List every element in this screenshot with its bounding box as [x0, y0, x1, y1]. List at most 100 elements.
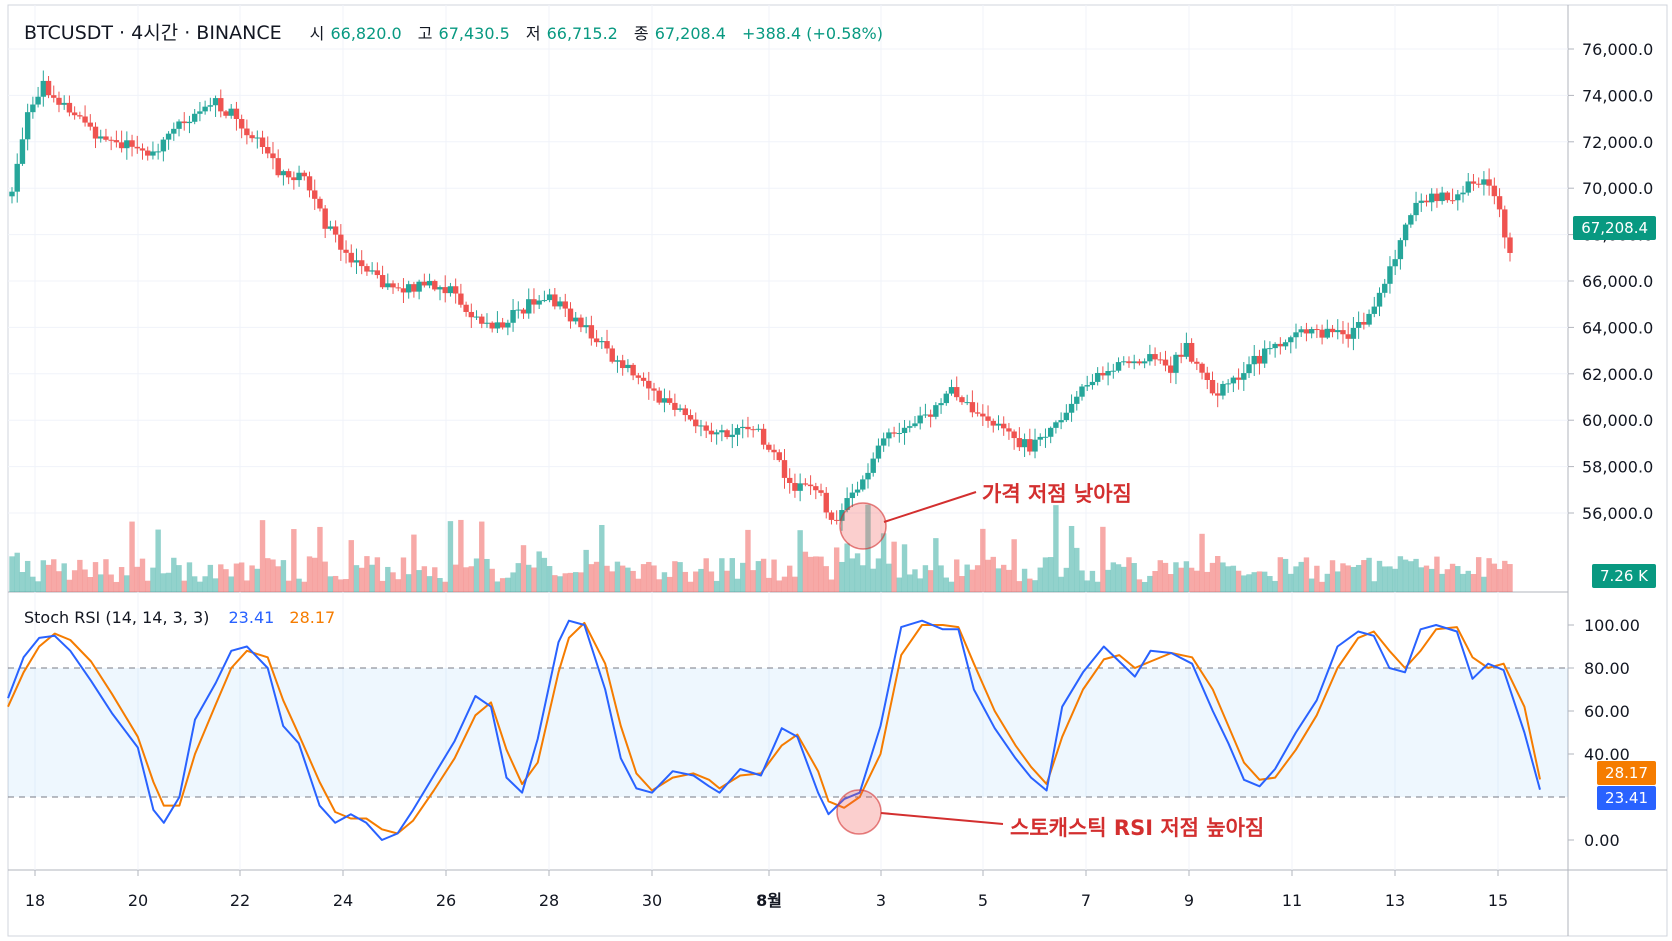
volume-bar — [954, 559, 960, 592]
candle-body — [1079, 386, 1085, 397]
volume-bar — [599, 524, 605, 592]
candle-body — [416, 281, 422, 292]
candle-body — [1235, 377, 1242, 380]
candle-body — [191, 113, 198, 122]
volume-bar — [1230, 565, 1237, 592]
candle-body — [442, 287, 448, 294]
candle-body — [1486, 179, 1492, 186]
candle-body — [1068, 403, 1075, 413]
volume-bar — [1241, 575, 1247, 592]
open-label: 시 — [309, 24, 325, 43]
candle-body — [526, 299, 532, 314]
volume-bar — [56, 571, 62, 592]
candle-body — [1084, 385, 1090, 387]
candle-body — [1439, 192, 1445, 202]
candle-body — [484, 322, 490, 324]
candle-body — [202, 106, 208, 112]
volume-bar — [1465, 570, 1471, 592]
candle-body — [1293, 332, 1299, 338]
candle-body — [51, 95, 57, 98]
volume-bar — [212, 578, 219, 592]
candle-body — [776, 452, 782, 461]
candle-body — [317, 198, 323, 209]
candle-body — [880, 438, 887, 446]
candle-body — [322, 208, 328, 229]
volume-bar — [265, 558, 271, 592]
volume-bar — [411, 534, 417, 592]
volume-bar — [896, 577, 903, 592]
volume-bar — [985, 559, 991, 592]
volume-bar — [108, 574, 114, 592]
candle-body — [1340, 330, 1346, 335]
volume-bar — [353, 565, 360, 592]
candle-body — [1355, 322, 1362, 328]
volume-bar — [259, 520, 266, 592]
candle-body — [1136, 361, 1143, 364]
candle-body — [463, 304, 469, 312]
volume-bar — [917, 578, 923, 592]
time-tick-label: 7 — [1081, 891, 1091, 910]
candle-body — [599, 341, 605, 343]
volume-bar — [927, 570, 934, 592]
volume-bar — [1366, 557, 1372, 592]
candle-body — [708, 430, 715, 435]
volume-bar — [359, 567, 365, 592]
candle-body — [1434, 193, 1440, 202]
volume-bar — [1470, 574, 1477, 592]
volume-bar — [374, 557, 381, 592]
candle-body — [1162, 359, 1169, 366]
candle-body — [40, 80, 47, 97]
volume-bar — [813, 556, 819, 592]
volume-bar — [129, 521, 135, 592]
high-value: 67,430.5 — [438, 24, 510, 43]
volume-bar — [77, 559, 83, 592]
volume-bar — [447, 521, 454, 592]
time-tick-label: 5 — [978, 891, 988, 910]
candle-body — [557, 301, 563, 307]
candle-body — [552, 294, 558, 307]
volume-bar — [990, 556, 996, 592]
candle-body — [1027, 439, 1033, 452]
volume-bar — [1136, 579, 1143, 592]
candle-body — [98, 136, 104, 139]
volume-bar — [1449, 563, 1456, 592]
volume-bar — [1282, 558, 1289, 592]
candle-body — [1141, 361, 1148, 364]
volume-bar — [1021, 568, 1028, 592]
volume-bar — [405, 574, 412, 592]
volume-bar — [1110, 562, 1117, 592]
candle-body — [238, 118, 245, 129]
volume-bar — [833, 547, 840, 592]
volume-bar — [1261, 571, 1268, 592]
candle-body — [129, 140, 135, 147]
stoch-annotation-arrow — [880, 812, 1004, 825]
candle-body — [400, 288, 407, 293]
volume-bar — [792, 576, 798, 592]
volume-bar — [145, 580, 151, 592]
candle-body — [244, 128, 250, 136]
candle-body — [1418, 200, 1424, 203]
volume-bar — [9, 556, 15, 592]
volume-bar — [228, 576, 234, 592]
indicator-header[interactable]: Stoch RSI (14, 14, 3, 3) 23.41 28.17 — [24, 608, 335, 627]
candle-body — [573, 317, 579, 322]
price-tick-label: 72,000.0 — [1582, 133, 1653, 152]
candle-body — [1230, 377, 1237, 384]
candle-body — [531, 299, 537, 305]
volume-bar — [682, 571, 689, 592]
symbol-title[interactable]: BTCUSDT · 4시간 · BINANCE — [24, 22, 282, 44]
volume-bar — [1006, 569, 1012, 592]
candle-body — [452, 286, 459, 294]
volume-bar — [280, 560, 287, 592]
candle-body — [71, 112, 78, 116]
candle-body — [1392, 259, 1398, 267]
volume-bar — [364, 556, 370, 592]
volume-bar — [1361, 560, 1367, 592]
volume-bar — [1308, 578, 1315, 592]
volume-bar — [165, 572, 172, 592]
price-tick-label: 70,000.0 — [1582, 179, 1653, 198]
candle-body — [1423, 200, 1430, 203]
volume-bar — [948, 581, 955, 592]
chart-header: BTCUSDT · 4시간 · BINANCE 시 66,820.0 고 67,… — [24, 18, 883, 45]
